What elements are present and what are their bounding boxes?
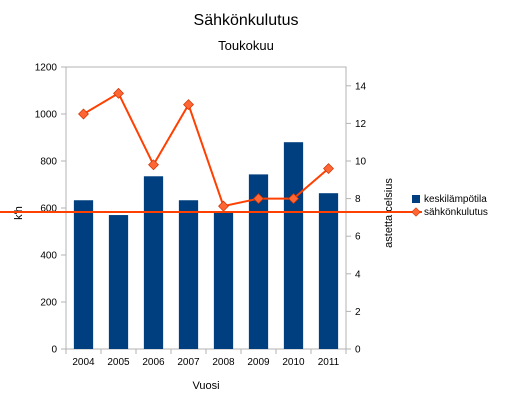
legend-swatch-bar [412,195,420,203]
bar [248,174,269,349]
x-tick-label: 2011 [318,357,340,368]
line-path [82,91,330,208]
x-tick-label: 2004 [72,357,95,368]
bar-series [73,142,339,349]
x-tick-label: 2006 [142,357,165,368]
bar [213,211,234,349]
line-point [218,200,229,212]
y-tick-label: 1200 [35,63,58,74]
y2-tick-label: 8 [355,194,361,205]
legend-swatch-marker [411,207,421,217]
y-tick-label: 800 [40,157,57,168]
line-point [183,99,194,111]
y2-tick-label: 12 [355,119,367,130]
y2-tick-label: 4 [355,269,361,280]
bar [178,200,199,349]
line-point [288,193,299,205]
chart-subtitle: Toukokuu [218,38,274,53]
x-axis: 2004 2005 2006 2007 2008 2009 2010 2011 [65,349,347,368]
bar [73,200,94,349]
y2-tick-label: 0 [355,345,361,356]
line-point [323,163,334,174]
line-point [78,108,89,120]
legend-label-bar: keskilämpötila [424,194,487,205]
line-point [148,159,159,171]
line-point [253,193,264,205]
y-tick-label: 400 [40,251,57,262]
x-tick-label: 2005 [107,357,130,368]
bar [283,142,304,349]
bar [143,176,164,349]
y-tick-label: 200 [40,298,57,309]
plot-area [65,66,347,350]
x-tick-label: 2007 [177,357,200,368]
chart-title: Sähkönkulutus [194,12,299,29]
y-tick-label: 1000 [35,110,58,121]
line-series [78,87,334,212]
x-axis-label: Vuosi [192,380,219,392]
legend-label-line: sähkönkulutus [424,207,488,218]
legend: keskilämpötila sähkönkulutus [0,194,488,218]
line-point [113,87,124,99]
y-tick-label: 600 [40,204,57,215]
y2-tick-label: 10 [355,157,367,168]
y2-tick-label: 14 [355,81,367,92]
right-axis: 0 2 4 6 8 10 12 14 [346,81,367,356]
y-tick-label: 0 [51,345,57,356]
x-tick-label: 2009 [247,357,270,368]
bar [318,193,339,349]
x-tick-label: 2010 [282,357,305,368]
y2-tick-label: 6 [355,232,361,243]
y2-tick-label: 2 [355,307,361,318]
left-axis: 0 200 400 600 800 1000 1200 [35,63,66,356]
bar [108,215,129,349]
x-tick-label: 2008 [212,357,235,368]
